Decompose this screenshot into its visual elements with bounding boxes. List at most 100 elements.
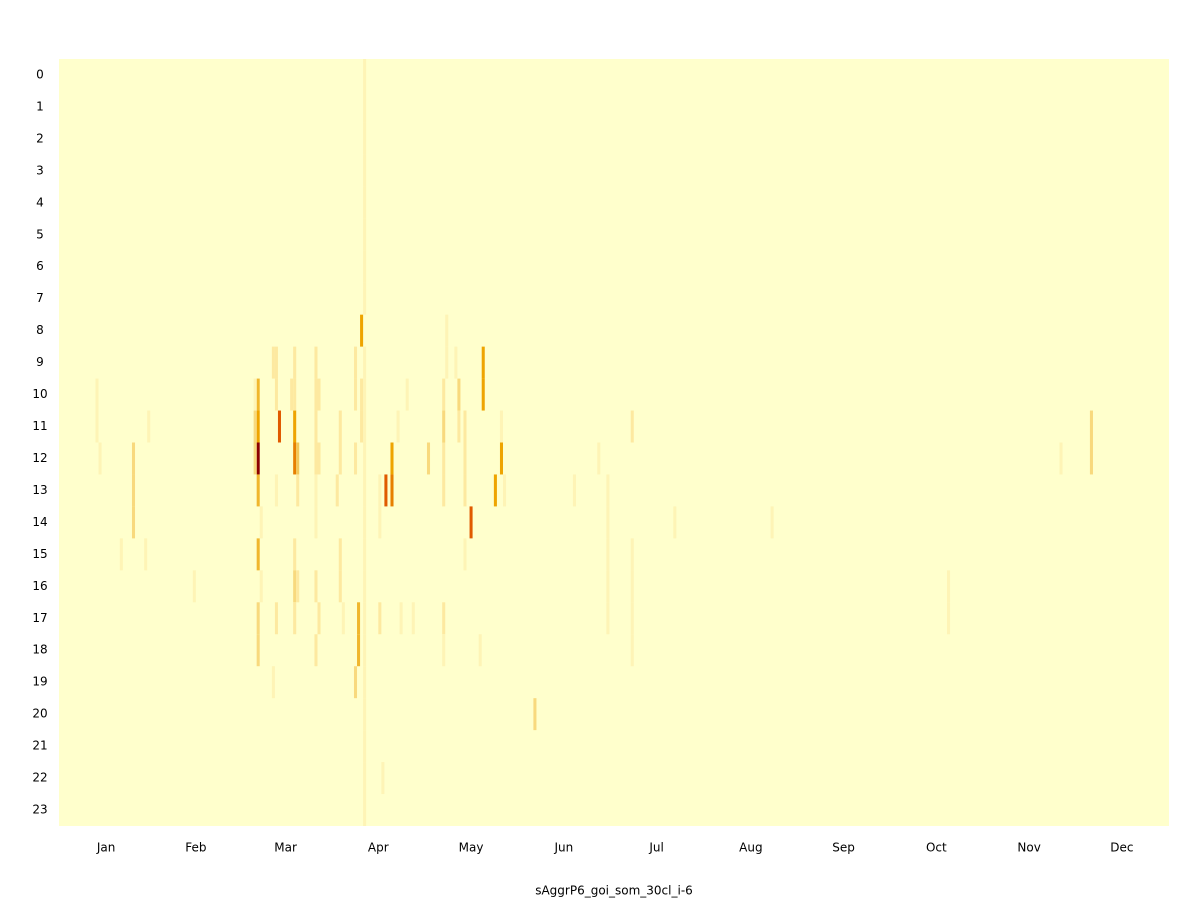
- heatmap-cell: [144, 538, 148, 571]
- heatmap-cell: [947, 570, 951, 603]
- heatmap-cell: [293, 346, 297, 379]
- heatmap-cell: [606, 506, 610, 539]
- heatmap-cell: [353, 346, 358, 379]
- heatmap-cell: [630, 602, 634, 635]
- heatmap-cell: [363, 666, 367, 699]
- heatmap-cell: [673, 506, 677, 539]
- heatmap-cell: [274, 602, 278, 635]
- heatmap-cell: [363, 730, 367, 763]
- heatmap-cell: [353, 666, 358, 699]
- heatmap-cell: [442, 378, 446, 411]
- heatmap-cell: [256, 410, 260, 443]
- heatmap-cell: [253, 410, 257, 443]
- heatmap-cell: [378, 602, 382, 635]
- heatmap-cell: [314, 378, 318, 411]
- heatmap-cell: [314, 442, 318, 475]
- heatmap-cell: [353, 378, 358, 411]
- heatmap-cell: [363, 218, 367, 251]
- heatmap-cell: [606, 570, 610, 603]
- heatmap-cell: [277, 410, 281, 443]
- x-tick-label: Oct: [926, 841, 947, 855]
- heatmap-cell: [147, 410, 151, 443]
- heatmap-cell: [363, 90, 367, 123]
- heatmap-cell: [98, 442, 102, 475]
- heatmap-cell: [360, 378, 364, 411]
- heatmap-cell: [442, 410, 446, 443]
- heatmap-cell: [454, 346, 458, 379]
- heatmap-cell: [463, 538, 467, 571]
- y-tick-label: 1: [36, 99, 44, 113]
- heatmap-cell: [256, 378, 260, 411]
- y-tick-label: 15: [32, 547, 47, 561]
- heatmap-cell: [256, 474, 260, 507]
- heatmap-cell: [363, 570, 367, 603]
- x-tick-label: Nov: [1017, 841, 1040, 855]
- heatmap-cell: [274, 474, 278, 507]
- heatmap-cell: [363, 538, 367, 571]
- heatmap-cell: [293, 602, 297, 635]
- heatmap-cell: [1089, 410, 1093, 443]
- x-tick-label: Jul: [648, 841, 663, 855]
- heatmap-cell: [442, 602, 446, 635]
- heatmap-cell: [493, 474, 497, 507]
- heatmap-cell: [597, 442, 601, 475]
- heatmap-cell: [95, 378, 99, 411]
- heatmap-cell: [95, 410, 99, 443]
- heatmap-cell: [384, 474, 388, 507]
- heatmap-cell: [363, 59, 367, 91]
- heatmap-cell: [317, 442, 321, 475]
- y-tick-label: 17: [32, 611, 47, 625]
- heatmap-cell: [317, 378, 321, 411]
- heatmap-cell: [338, 442, 342, 475]
- heatmap-cell: [442, 474, 446, 507]
- heatmap-cell: [445, 346, 449, 379]
- heatmap-cell: [314, 570, 318, 603]
- heatmap-cell: [606, 538, 610, 571]
- heatmap-cell: [314, 474, 318, 507]
- heatmap-cell: [481, 378, 485, 411]
- heatmap-cell: [390, 442, 394, 475]
- heatmap-cell: [378, 506, 382, 539]
- heatmap-cell: [457, 410, 461, 443]
- heatmap-cell: [293, 570, 297, 603]
- heatmap-cell: [363, 602, 367, 635]
- y-tick-label: 21: [32, 739, 47, 753]
- heatmap-cell: [606, 602, 610, 635]
- heatmap-cell: [357, 602, 361, 635]
- heatmap-cell: [533, 698, 537, 731]
- heatmap-cell: [131, 442, 136, 475]
- heatmap-cell: [271, 346, 275, 379]
- y-tick-label: 13: [32, 483, 47, 497]
- heatmap-cell: [357, 634, 361, 667]
- heatmap-cell: [463, 442, 467, 475]
- heatmap-cell: [630, 570, 634, 603]
- heatmap-cell: [296, 442, 300, 475]
- heatmap-cell: [363, 794, 367, 826]
- heatmap-cell: [606, 474, 610, 507]
- heatmap-cell: [317, 602, 321, 635]
- heatmap-cell: [253, 442, 257, 475]
- heatmap-cell: [363, 154, 367, 187]
- y-tick-label: 6: [36, 259, 44, 273]
- heatmap-cell: [399, 602, 403, 635]
- heatmap-cell: [256, 442, 260, 475]
- y-tick-label: 14: [32, 515, 47, 529]
- heatmap-cell: [405, 378, 409, 411]
- heatmap-cell: [411, 602, 415, 635]
- heatmap-cell: [363, 346, 367, 379]
- heatmap-cell: [363, 634, 367, 667]
- heatmap-cell: [293, 538, 297, 571]
- heatmap-cell: [259, 506, 263, 539]
- heatmap-cell: [499, 410, 503, 443]
- heatmap-cell: [131, 474, 136, 507]
- y-tick-label: 4: [36, 195, 44, 209]
- heatmap-cell: [253, 378, 257, 411]
- y-tick-label: 23: [32, 803, 47, 817]
- heatmap-cell: [630, 634, 634, 667]
- heatmap-cell: [630, 538, 634, 571]
- heatmap-cell: [119, 538, 123, 571]
- heatmap-cell: [390, 474, 394, 507]
- heatmap-cell: [256, 634, 260, 667]
- heatmap-cell: [947, 602, 951, 635]
- heatmap-cell: [463, 474, 467, 507]
